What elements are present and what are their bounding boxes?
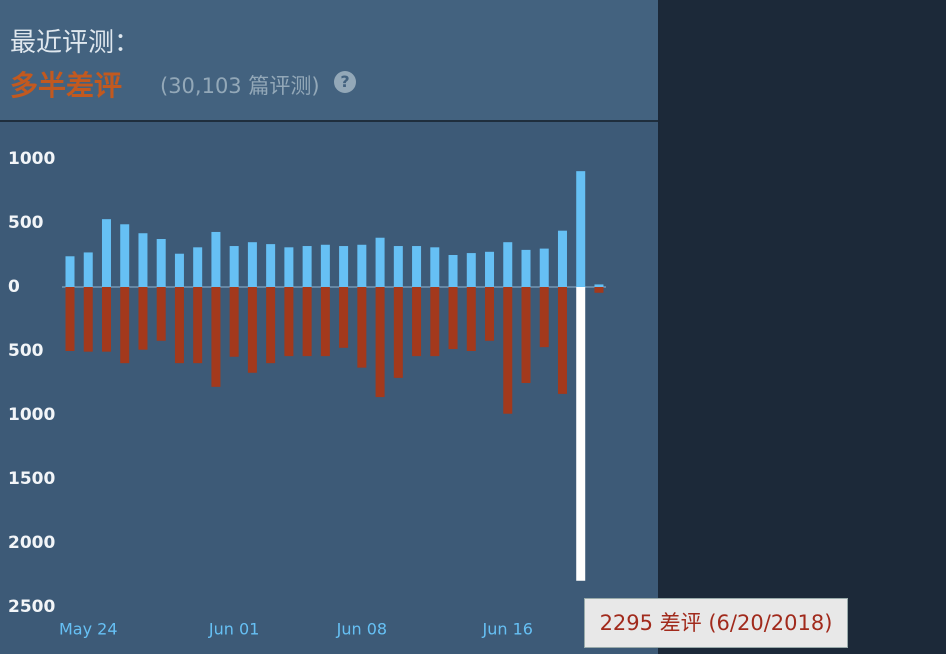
bar xyxy=(430,287,440,357)
bar xyxy=(284,247,294,287)
bar xyxy=(101,219,111,287)
bar xyxy=(466,253,476,287)
bar xyxy=(193,247,203,287)
bar xyxy=(120,287,130,364)
help-icon[interactable]: ? xyxy=(334,71,356,93)
review-count: (30,103 篇评测) xyxy=(160,74,320,98)
bar xyxy=(65,256,75,287)
bar xyxy=(594,284,604,287)
bar xyxy=(101,287,111,352)
bar xyxy=(576,287,586,581)
y-tick-label: 2500 xyxy=(8,597,55,617)
x-tick-label: Jun 01 xyxy=(208,620,259,639)
header-title: 最近评测： xyxy=(10,28,141,58)
bar xyxy=(83,252,93,287)
bar xyxy=(320,244,330,287)
y-tick-label: 500 xyxy=(8,341,44,361)
bar xyxy=(412,287,422,357)
y-tick-label: 1500 xyxy=(8,469,55,489)
bar xyxy=(393,287,403,378)
bar xyxy=(174,287,184,364)
bar xyxy=(266,244,276,287)
x-tick-label: Jun 08 xyxy=(336,620,387,639)
bar xyxy=(539,287,549,348)
bar xyxy=(485,287,495,341)
y-tick-label: 0 xyxy=(8,277,20,297)
bar xyxy=(284,287,294,357)
y-tick-label: 1000 xyxy=(8,405,55,425)
y-tick-label: 500 xyxy=(8,213,44,233)
bar xyxy=(65,287,75,351)
bar xyxy=(211,231,221,287)
bar xyxy=(375,287,385,398)
bar xyxy=(339,246,349,287)
bar xyxy=(521,249,531,287)
bar xyxy=(393,246,403,287)
bar xyxy=(320,287,330,357)
bar xyxy=(174,253,184,287)
bar xyxy=(357,244,367,287)
bar xyxy=(521,287,531,383)
bar xyxy=(138,287,148,350)
bar xyxy=(120,224,130,287)
bar xyxy=(557,230,567,287)
review-rating: 多半差评 xyxy=(10,69,123,102)
x-tick-label: Jun 16 xyxy=(482,620,533,639)
bar xyxy=(375,237,385,287)
bar xyxy=(503,242,513,287)
bar xyxy=(302,287,312,357)
bar xyxy=(266,287,276,364)
bar xyxy=(412,246,422,287)
bar xyxy=(302,246,312,287)
bar xyxy=(357,287,367,368)
review-header: 最近评测： 多半差评 (30,103 篇评测) ? xyxy=(0,0,658,122)
bar xyxy=(211,287,221,387)
bar xyxy=(466,287,476,351)
bar xyxy=(156,287,166,341)
bar xyxy=(448,287,458,350)
bar xyxy=(430,247,440,287)
bar xyxy=(229,287,239,357)
tooltip: 2295 差评 (6/20/2018) xyxy=(584,598,848,648)
side-panel xyxy=(660,0,946,654)
bar xyxy=(229,246,239,287)
bar xyxy=(485,251,495,287)
y-tick-label: 2000 xyxy=(8,533,55,553)
bar xyxy=(193,287,203,364)
bar xyxy=(503,287,513,414)
bar xyxy=(247,242,257,287)
bar xyxy=(138,233,148,287)
x-tick-label: May 24 xyxy=(59,620,118,639)
bar xyxy=(594,287,604,293)
bar xyxy=(247,287,257,373)
bar xyxy=(557,287,567,394)
bar xyxy=(576,171,586,287)
bar xyxy=(83,287,93,352)
bar xyxy=(339,287,349,348)
bar xyxy=(156,239,166,287)
y-tick-label: 1000 xyxy=(8,149,55,169)
bar xyxy=(539,248,549,287)
bar xyxy=(448,255,458,287)
